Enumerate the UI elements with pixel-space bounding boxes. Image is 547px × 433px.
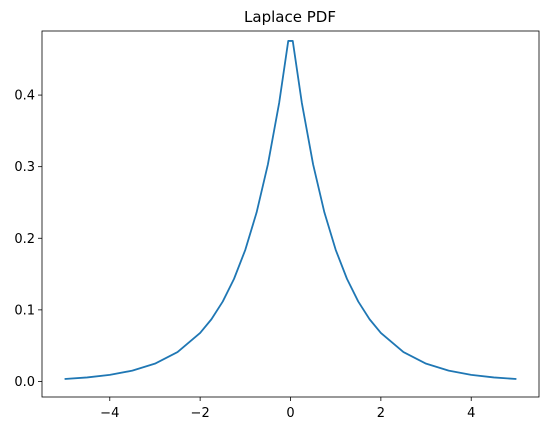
x-tick-label: −4: [100, 406, 119, 421]
x-tick-label: 4: [467, 406, 475, 421]
x-tick-label: −2: [191, 406, 210, 421]
chart-title: Laplace PDF: [244, 8, 336, 26]
y-tick-label: 0.1: [14, 303, 35, 318]
y-tick-label: 0.3: [14, 160, 35, 175]
y-tick-label: 0.2: [14, 232, 35, 247]
y-ticks: 0.0 0.1 0.2 0.3 0.4: [14, 89, 42, 390]
plot-frame: [41, 30, 540, 398]
x-ticks: −4 −2 0 2 4: [100, 397, 475, 421]
x-tick-label: 0: [286, 406, 294, 421]
plot-series: [64, 40, 517, 380]
y-tick-label: 0.4: [14, 89, 35, 104]
series-line-0: [64, 40, 517, 380]
y-tick-label: 0.0: [14, 375, 35, 390]
x-tick-label: 2: [377, 406, 385, 421]
